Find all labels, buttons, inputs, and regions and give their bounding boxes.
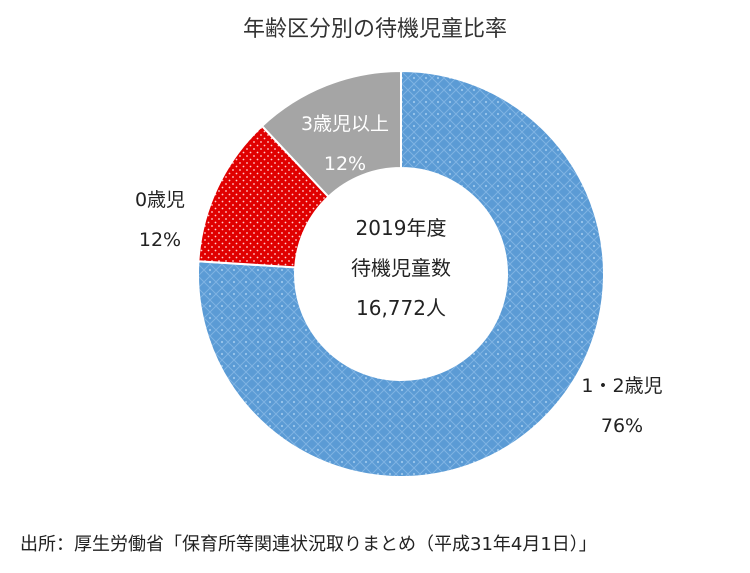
slice-1-2-years-category-label: 1・2歳児 [581, 375, 662, 397]
slice-1-2-years-value-label: 76% [601, 415, 643, 437]
slice-1-2-years [197, 69, 605, 478]
slice-3-years-plus-category-label: 3歳児以上 [301, 113, 389, 135]
center-label: 2019年度 待機児童数 16,772人 [351, 216, 451, 320]
source-note: 出所：厚生労働省「保育所等関連状況取りまとめ（平成31年4月1日）」 [20, 534, 597, 555]
center-label-title: 待機児童数 [351, 256, 451, 280]
slice-0-years-value-label: 12% [139, 229, 181, 251]
slice-labels: 1・2歳児 76% 0歳児 12% 3歳児以上 12% [135, 113, 663, 437]
slice-0-years-category-label: 0歳児 [135, 189, 185, 211]
chart-title: 年齢区分別の待機児童比率 [243, 17, 507, 42]
slice-3-years-plus-value-label: 12% [324, 153, 366, 175]
donut-slices [197, 69, 605, 478]
center-label-year: 2019年度 [356, 216, 447, 240]
center-label-count: 16,772人 [356, 296, 446, 320]
slice-3-years-plus [260, 69, 402, 199]
